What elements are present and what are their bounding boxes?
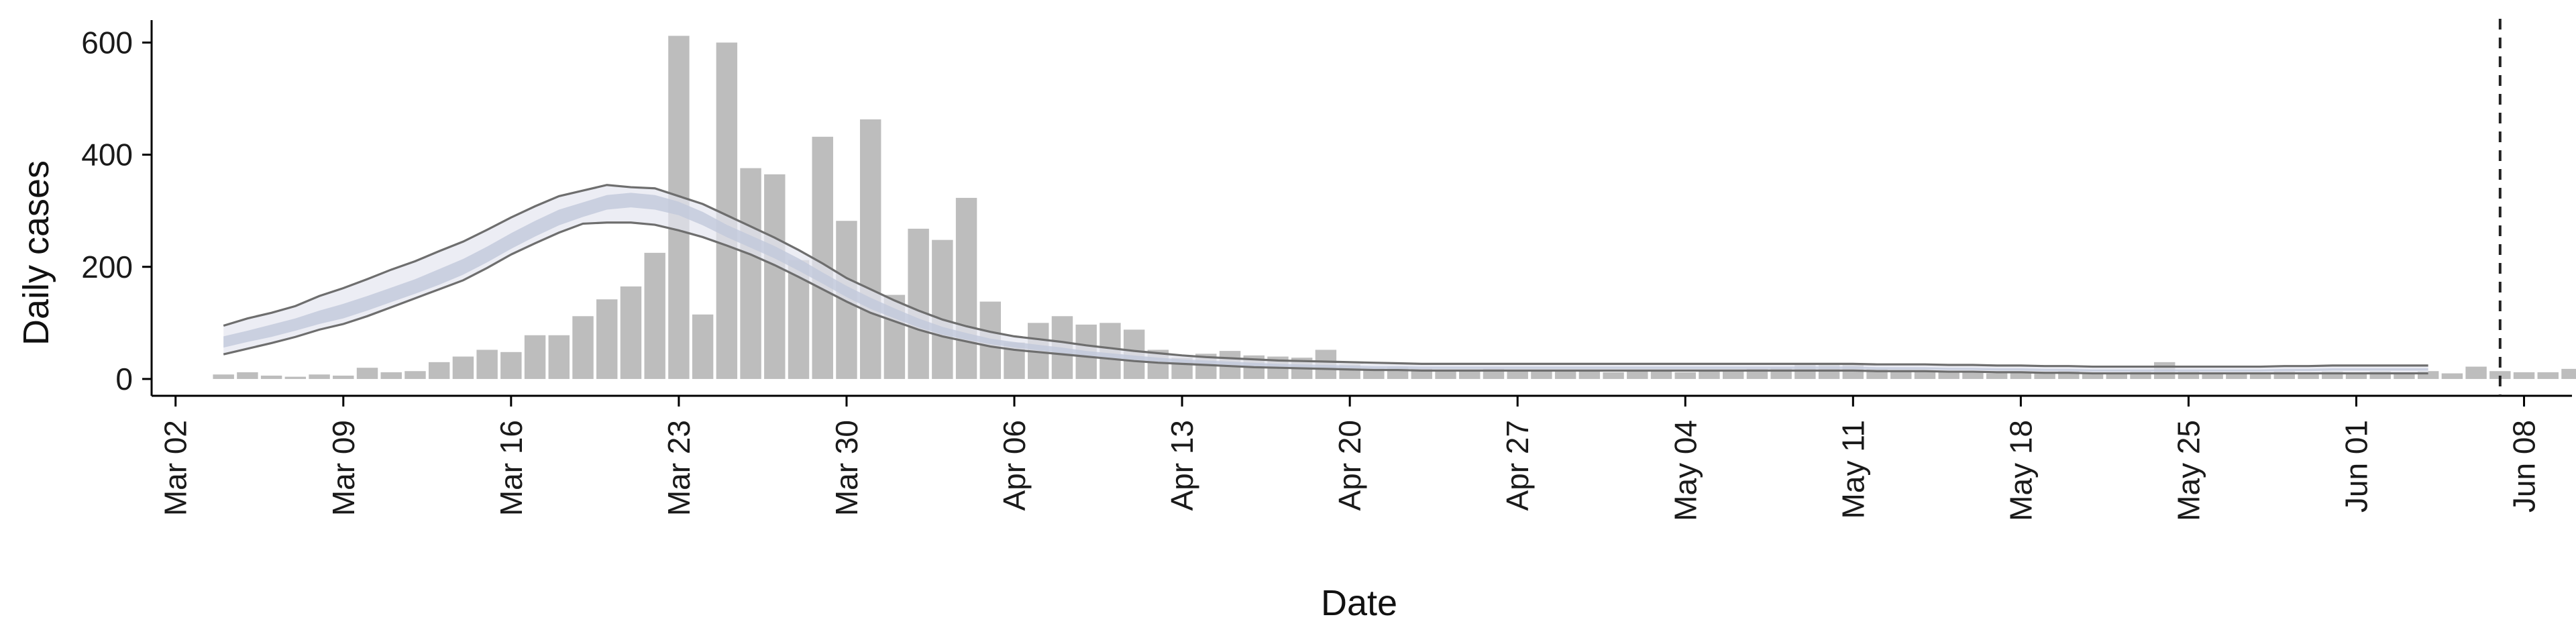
bar [1554,371,1576,379]
x-tick-label: Apr 13 [1165,420,1199,511]
bar [2106,372,2127,379]
bar [932,239,953,379]
y-axis-title: Daily cases [16,160,56,345]
bar [1914,371,1936,379]
bar [2082,372,2104,379]
bar [476,350,498,379]
bar [2417,371,2439,379]
y-tick-label: 400 [81,138,133,172]
bar [620,286,642,379]
bar [644,252,665,379]
bar [1650,370,1672,379]
bar [380,372,402,379]
bands-layer [223,184,2428,375]
upper-bound-line [223,184,2428,368]
x-tick-label: Mar 16 [494,420,529,516]
bar [1938,372,1960,379]
y-tick-label: 0 [115,362,133,396]
y-tick-label: 200 [81,250,133,284]
bar [2273,371,2296,379]
bar [572,316,594,379]
bar [1962,372,1984,379]
bar [1890,370,1912,379]
bar [716,42,738,379]
bar [2202,372,2223,379]
y-tick-label: 600 [81,25,133,60]
bar [2345,373,2367,379]
bar [428,362,450,379]
bar [1674,372,1696,379]
bar [1507,370,1528,379]
bar [405,371,426,379]
bar [500,352,522,379]
bar [1699,370,1720,379]
bar [2537,372,2559,379]
bar [1722,370,1744,379]
bar [2369,371,2391,379]
bar [2322,371,2343,379]
x-tick-label: Jun 08 [2507,420,2542,513]
bar [955,197,977,379]
bar [596,299,618,379]
bar [2441,373,2463,379]
x-tick-label: May 11 [1835,420,1870,519]
x-tick-label: Apr 06 [997,420,1032,511]
bar [812,136,833,379]
bar [908,228,929,379]
bar [764,174,786,379]
x-tick-label: Apr 27 [1500,420,1535,511]
bar [548,335,570,379]
bar [333,375,354,379]
bar [1603,372,1624,379]
bar [213,374,234,379]
bar [2178,371,2200,379]
x-tick-label: May 04 [1668,420,1703,521]
bar [1578,371,1601,379]
bar [859,119,881,379]
x-tick-label: May 18 [2003,420,2038,521]
bar [1459,371,1481,379]
bar [284,376,307,379]
bar [1531,370,1552,379]
bar [2394,372,2415,379]
bar [692,314,714,379]
x-tick-label: Mar 23 [661,420,696,516]
bar [2058,371,2080,379]
axes-layer: 0 200 400 600 Mar 02 Mar 09 Mar 16 Mar 23 Mar 30… [81,19,2572,521]
lower-bound-line [223,221,2428,375]
bar [2489,371,2511,379]
bar [1627,371,1648,379]
bar [356,368,378,379]
x-tick-label: May 25 [2171,420,2206,521]
bar [2513,372,2535,379]
bar [2561,368,2576,379]
bar [2465,366,2487,379]
x-axis-title: Date [1321,583,1397,623]
bar [2226,372,2247,379]
bar [452,356,474,379]
bar [2034,373,2055,379]
bar [260,375,282,379]
bar [524,335,546,379]
bar [2130,371,2151,379]
bar [740,168,761,379]
x-tick-label: Jun 01 [2339,420,2374,513]
bar [309,374,330,379]
x-tick-label: Mar 30 [829,420,864,516]
x-tick-label: Apr 20 [1332,420,1367,511]
x-tick-label: Mar 09 [326,420,361,516]
x-tick-label: Mar 02 [158,420,193,516]
bar [2249,373,2271,379]
bar [237,372,258,379]
bar [1986,373,2008,379]
bar [1435,371,1456,379]
bar [2298,372,2319,379]
bar [2010,373,2032,379]
